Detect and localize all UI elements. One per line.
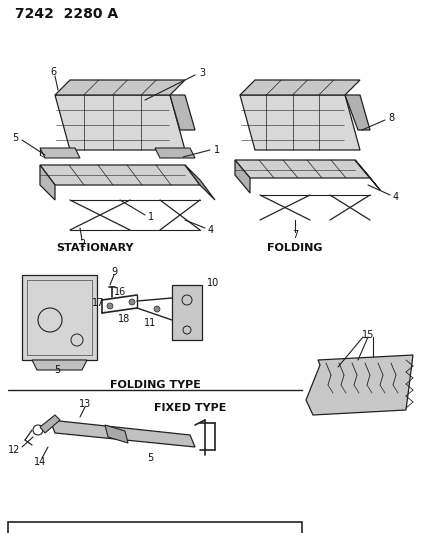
Polygon shape [355,160,380,190]
Polygon shape [345,95,370,130]
Polygon shape [40,165,200,185]
Text: 12: 12 [8,445,20,455]
Polygon shape [40,165,55,200]
Text: 5: 5 [147,453,153,463]
Text: 4: 4 [393,192,399,202]
Circle shape [154,306,160,312]
Text: 8: 8 [388,113,394,123]
Polygon shape [105,425,128,443]
Text: 11: 11 [144,318,156,328]
Polygon shape [55,95,185,150]
Text: 7242  2280 A: 7242 2280 A [15,7,118,21]
Circle shape [129,299,135,305]
Polygon shape [32,360,87,370]
Polygon shape [55,80,185,95]
Polygon shape [235,160,370,178]
Text: 17: 17 [92,298,104,308]
Polygon shape [40,148,80,158]
Text: FIXED TYPE: FIXED TYPE [154,403,226,413]
Text: 5: 5 [12,133,18,143]
Polygon shape [172,285,202,340]
Text: 18: 18 [118,314,130,324]
Text: 6: 6 [50,67,56,77]
Polygon shape [185,165,215,200]
Polygon shape [240,80,360,95]
Polygon shape [22,275,97,360]
Polygon shape [155,148,195,158]
Circle shape [107,303,113,309]
Text: 9: 9 [111,267,117,277]
Text: FOLDING TYPE: FOLDING TYPE [109,380,200,390]
Text: 1: 1 [148,212,154,222]
Polygon shape [40,415,60,433]
Text: 3: 3 [199,68,205,78]
Text: 1: 1 [214,145,220,155]
Text: 5: 5 [54,365,60,375]
Polygon shape [306,355,413,415]
Text: STATIONARY: STATIONARY [56,243,134,253]
Text: 4: 4 [208,225,214,235]
Text: 15: 15 [362,330,374,340]
Polygon shape [170,95,195,130]
Text: 16: 16 [114,287,126,297]
Text: 13: 13 [79,399,91,409]
Bar [8,522,302,533]
Polygon shape [50,420,195,447]
Text: 2: 2 [79,239,85,249]
Text: 10: 10 [207,278,219,288]
Polygon shape [235,160,250,193]
Text: 7: 7 [292,230,298,240]
Text: FOLDING: FOLDING [267,243,323,253]
Polygon shape [240,95,360,150]
Text: 14: 14 [34,457,46,467]
